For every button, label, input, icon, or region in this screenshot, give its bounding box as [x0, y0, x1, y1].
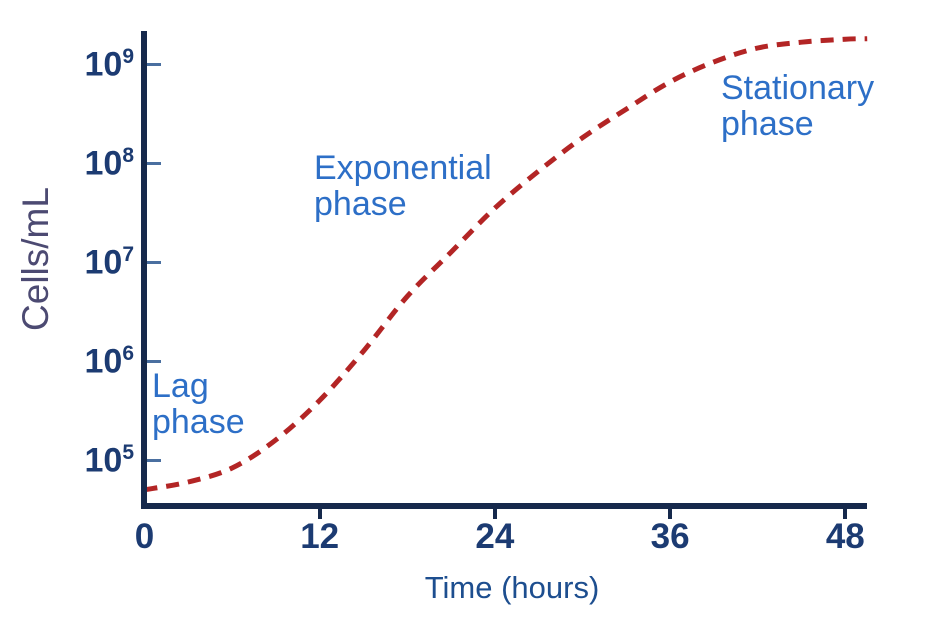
x-tick-mark: [668, 509, 673, 519]
phase-label-line: Stationary: [721, 69, 875, 107]
y-tick-label: 108: [84, 144, 134, 183]
phase-label-line: Lag: [152, 367, 209, 405]
x-tick-label: 12: [300, 517, 340, 556]
y-axis-line: [141, 31, 147, 509]
x-axis-title: Time (hours): [424, 570, 600, 605]
phase-label-lag: Lag phase: [152, 368, 245, 440]
x-tick-label: 36: [650, 517, 690, 556]
phase-label-line: phase: [152, 403, 245, 441]
phase-label-line: phase: [314, 185, 407, 223]
phase-label-line: phase: [721, 105, 814, 143]
y-tick-label: 109: [84, 45, 134, 84]
x-tick-mark: [492, 509, 497, 519]
phase-label-line: Exponential: [314, 149, 492, 187]
x-axis-line: [141, 503, 867, 509]
phase-label-exponential: Exponential phase: [314, 150, 492, 222]
x-tick-label: 0: [134, 517, 155, 556]
y-tick-label: 106: [84, 342, 134, 381]
growth-curve-path: [144, 36, 868, 493]
x-tick-mark: [317, 509, 322, 519]
y-tick-mark: [147, 161, 161, 165]
y-tick-label: 105: [84, 441, 134, 480]
y-tick-mark: [147, 359, 161, 363]
y-tick-label: 107: [84, 243, 134, 282]
x-tick-label: 48: [825, 517, 865, 556]
y-tick-mark: [147, 260, 161, 264]
y-axis-title: Cells/mL: [15, 187, 56, 331]
phase-label-stationary: Stationary phase: [721, 70, 874, 142]
x-tick-label: 24: [475, 517, 515, 556]
y-tick-mark: [147, 458, 161, 462]
y-tick-mark: [147, 62, 161, 66]
x-tick-mark: [843, 509, 848, 519]
